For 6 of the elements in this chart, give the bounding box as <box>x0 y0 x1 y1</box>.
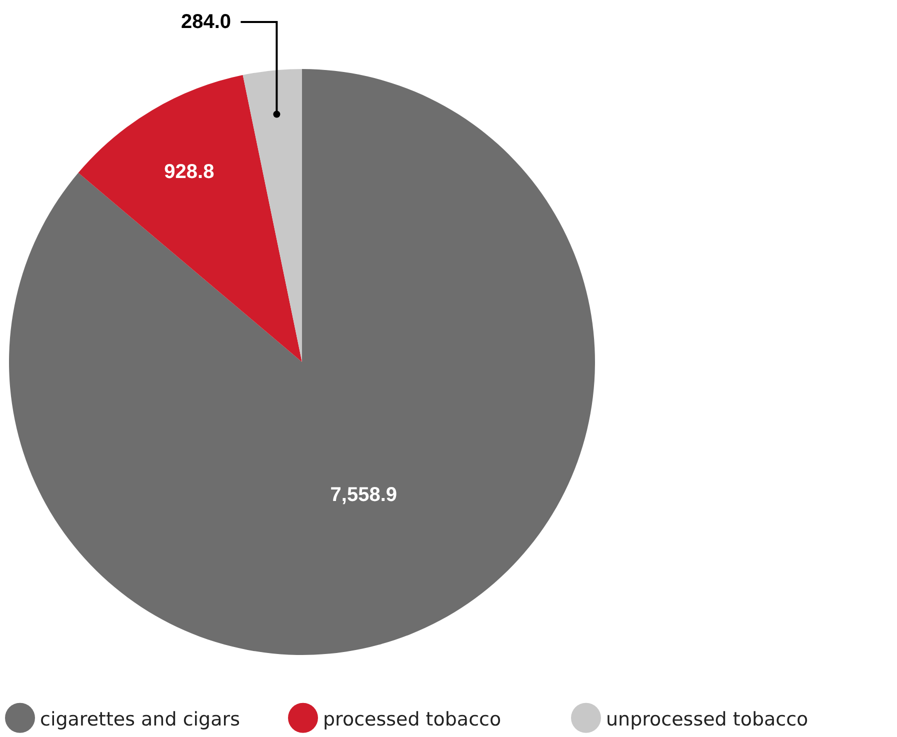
legend-label: cigarettes and cigars <box>40 708 240 730</box>
data-label: 7,558.9 <box>330 484 398 506</box>
data-label: 284.0 <box>181 11 232 33</box>
legend-label: processed tobacco <box>323 708 502 730</box>
legend-label: unprocessed tobacco <box>606 708 808 730</box>
data-label: 928.8 <box>164 161 214 184</box>
